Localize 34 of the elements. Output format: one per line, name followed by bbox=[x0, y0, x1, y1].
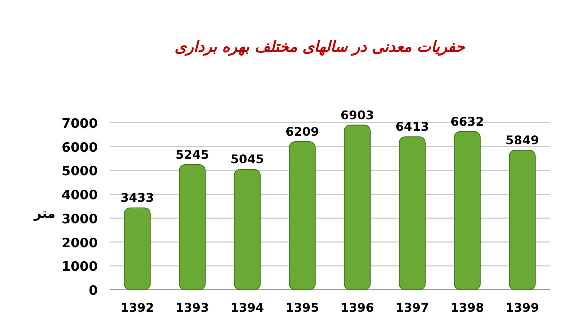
data-label: 6209 bbox=[286, 124, 320, 139]
data-label: 6413 bbox=[396, 120, 430, 134]
bar bbox=[509, 150, 536, 290]
y-tick-label: 4000 bbox=[62, 188, 98, 204]
y-tick-label: 6000 bbox=[62, 140, 98, 156]
data-label: 5045 bbox=[230, 152, 264, 167]
chart-title: حفریات معدنی در سالهای مختلف بهره برداری bbox=[174, 38, 466, 56]
y-tick-label: 0 bbox=[88, 284, 98, 299]
x-tick-label: 1397 bbox=[396, 301, 430, 315]
x-tick-label: 1394 bbox=[230, 301, 264, 315]
x-tick-label: 1395 bbox=[286, 301, 320, 315]
bar bbox=[454, 131, 481, 290]
y-tick-label: 7000 bbox=[62, 117, 98, 132]
data-label: 6632 bbox=[450, 114, 484, 129]
y-tick-label: 1000 bbox=[62, 260, 98, 276]
x-tick-label: 1399 bbox=[506, 301, 540, 315]
data-label: 5245 bbox=[176, 148, 210, 162]
x-tick-label: 1396 bbox=[340, 301, 374, 315]
bar bbox=[124, 208, 151, 290]
y-axis-title: متر bbox=[33, 207, 56, 222]
x-tick-label: 1393 bbox=[176, 301, 210, 315]
bar bbox=[234, 169, 261, 290]
x-tick-label: 1392 bbox=[120, 301, 154, 315]
bar bbox=[289, 141, 316, 290]
bar bbox=[179, 164, 206, 290]
y-tick-label: 3000 bbox=[62, 212, 98, 228]
data-label: 5849 bbox=[506, 133, 540, 148]
bar bbox=[344, 124, 371, 290]
y-tick-label: 5000 bbox=[62, 164, 98, 180]
x-tick-label: 1398 bbox=[450, 301, 484, 315]
y-tick-label: 2000 bbox=[62, 236, 98, 252]
data-label: 3433 bbox=[120, 191, 154, 206]
bar bbox=[399, 136, 426, 290]
data-label: 6903 bbox=[340, 108, 374, 122]
